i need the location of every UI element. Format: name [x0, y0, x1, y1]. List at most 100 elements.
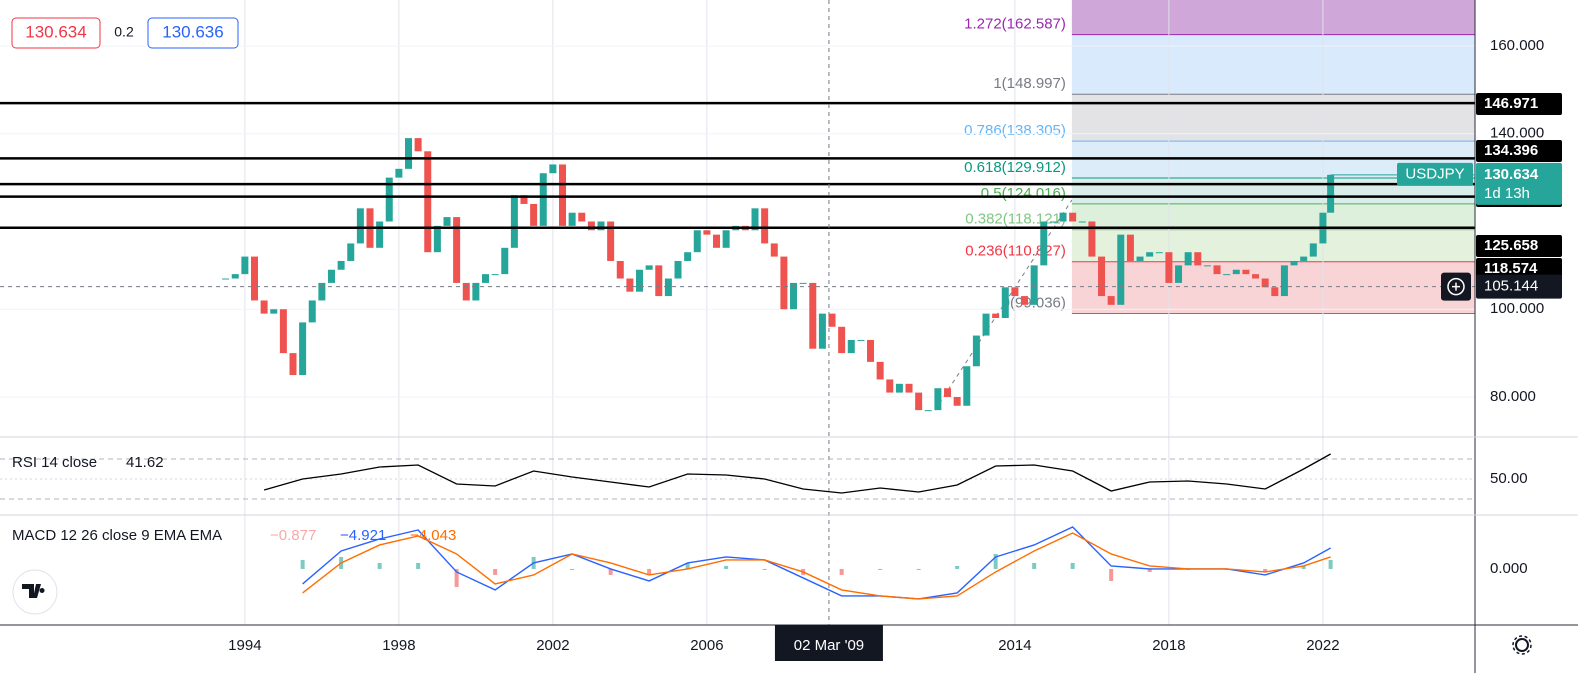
candle-body: [818, 313, 826, 349]
macd-hist-bar: [416, 562, 421, 569]
candle-body: [395, 168, 403, 178]
symbol-tag: [1397, 162, 1473, 186]
candle-body: [972, 335, 980, 367]
candle-body: [376, 221, 384, 248]
macd-hist-bar: [839, 568, 844, 575]
candle-body: [934, 388, 942, 411]
candle-body: [559, 164, 567, 226]
countdown-label: 1d 13h: [1484, 185, 1530, 202]
candle-body: [684, 252, 692, 261]
y-tick-label: 160.000: [1490, 37, 1544, 54]
candle-body: [356, 208, 364, 244]
macd-hist-bar: [1032, 562, 1037, 569]
fib-zone: [1071, 203, 1475, 230]
add-icon-plus: [1452, 282, 1460, 291]
candle-body: [1223, 274, 1231, 276]
macd-hist-bar: [493, 568, 498, 575]
candle-body: [482, 274, 490, 283]
candle-body: [857, 339, 865, 341]
level-tag: [1476, 235, 1562, 257]
macd-hist-bar: [1328, 559, 1333, 569]
y-tick-label: 100.000: [1490, 300, 1544, 317]
y-tick-label: 140.000: [1490, 125, 1544, 142]
signal-line: [302, 532, 1331, 600]
x-tick-label: 2014: [998, 637, 1031, 654]
candle-body: [472, 282, 480, 301]
candle-body: [1001, 287, 1009, 319]
crosshair-price-label: 105.144: [1484, 278, 1538, 295]
rsi-line: [263, 453, 1331, 494]
candle-body: [1011, 287, 1019, 297]
candle-body: [828, 313, 836, 327]
candle-body: [1021, 296, 1029, 305]
candle-body: [1049, 221, 1057, 223]
spread-label: 0.2: [114, 24, 134, 40]
fib-zone: [1071, 229, 1475, 262]
candle-body: [693, 230, 701, 253]
macd-tick-label: 0.000: [1490, 560, 1528, 577]
macd-hist-bar: [955, 565, 960, 569]
candle-body: [501, 247, 509, 275]
candle-body: [260, 300, 268, 314]
crosshair-time-label: 02 Mar '09: [794, 637, 864, 654]
macd-hist-bar: [1070, 562, 1075, 569]
fib-label: 1(148.997): [993, 75, 1066, 92]
macd-hist-bar: [878, 568, 883, 570]
candle-body: [289, 353, 297, 376]
candle-body: [626, 278, 634, 292]
candle-body: [1030, 265, 1038, 305]
candle-body: [655, 265, 663, 297]
candle-body: [578, 212, 586, 222]
candle-body: [1213, 265, 1221, 275]
candle-body: [568, 212, 576, 226]
candle-body: [1280, 265, 1288, 297]
candle-body: [982, 313, 990, 336]
add-icon[interactable]: [1447, 277, 1465, 296]
candle-body: [645, 265, 653, 270]
candle-body: [1309, 243, 1317, 257]
x-tick-label: 1994: [228, 637, 261, 654]
rsi-tick-label: 50.00: [1490, 470, 1528, 487]
candle-body: [405, 138, 413, 169]
level-tag-label: 118.574: [1484, 260, 1538, 277]
candle-body: [453, 217, 461, 283]
candle-body: [462, 282, 470, 301]
fib-zone: [1071, 0, 1475, 35]
bid-box[interactable]: [11, 17, 101, 49]
candle-body: [1078, 221, 1086, 223]
candle-body: [597, 221, 605, 231]
settings-icon-ring[interactable]: [1512, 635, 1532, 655]
candle-body: [250, 256, 258, 301]
candle-body: [443, 217, 451, 226]
candle-body: [761, 208, 769, 244]
candle-body: [838, 326, 846, 354]
candle-body: [607, 221, 615, 261]
candle-body: [1059, 212, 1067, 222]
fib-label: 0.382(118.121): [965, 211, 1066, 228]
x-tick-label: 2002: [536, 637, 569, 654]
candle-body: [1261, 278, 1269, 288]
rsi-name: RSI 14 close: [12, 454, 97, 471]
candle-body: [424, 151, 432, 253]
fib-label: 0.5(124.016): [981, 185, 1066, 202]
macd-name: MACD 12 26 close 9 EMA EMA: [12, 527, 222, 544]
candle-body: [520, 195, 528, 204]
level-tag-label: 146.971: [1484, 95, 1538, 112]
macd-hist-bar: [685, 562, 690, 569]
candle-body: [1107, 296, 1115, 305]
candle-body: [1175, 265, 1183, 283]
logo[interactable]: [22, 584, 45, 598]
candle-body: [1136, 256, 1144, 261]
candle-body: [703, 230, 711, 235]
settings-icon[interactable]: [1515, 638, 1529, 652]
candle-body: [1165, 252, 1173, 283]
candle-body: [231, 274, 239, 279]
candle-body: [616, 260, 624, 279]
candle-body: [530, 203, 538, 226]
candle-body: [241, 256, 249, 275]
ask-box[interactable]: [147, 17, 239, 49]
crosshair-price-tag: [1476, 274, 1562, 299]
crosshair-time-tag: [774, 625, 883, 661]
candle-body: [510, 195, 518, 248]
